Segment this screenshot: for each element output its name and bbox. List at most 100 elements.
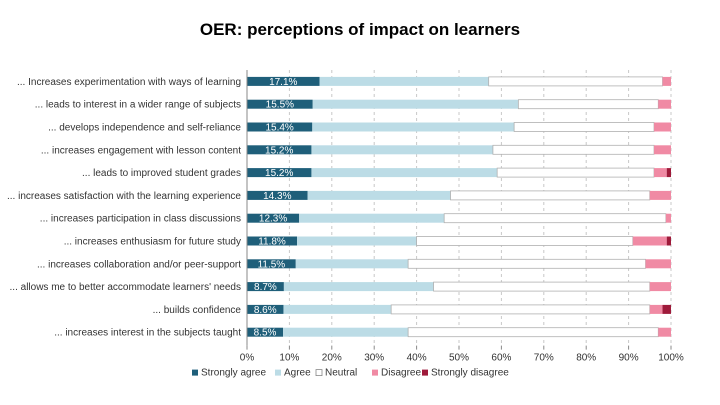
bar-segment (649, 190, 671, 200)
x-tick-label: 0% (240, 353, 255, 364)
x-tick-label: 100% (658, 353, 684, 364)
category-label: ... allows me to better accommodate lear… (10, 282, 241, 293)
bar-segment (247, 190, 308, 200)
bar-segment (488, 76, 663, 87)
bar-segment (247, 304, 284, 314)
bar-segment (283, 282, 434, 292)
bar-segment (247, 145, 312, 155)
data-label: 8.6% (254, 305, 277, 316)
legend-swatch (315, 369, 323, 377)
bar-segment (297, 236, 417, 246)
category-labels: ... Increases experimentation with ways … (7, 77, 241, 339)
bar-segment (492, 144, 655, 155)
bar-segment (662, 304, 671, 314)
bar-segment (247, 259, 296, 269)
data-label: 12.3% (259, 214, 287, 225)
bars: 17.1% 15.5% 15.4% 15.2% 15.2% 14.3% 12.3% 11.8%… (247, 76, 671, 339)
bar-segment (283, 304, 392, 314)
data-label: 17.1% (269, 77, 297, 88)
bar-segment (319, 76, 489, 86)
bar-segment (517, 99, 659, 110)
legend: Strongly agree Agree Neutral Disagree Strong… (192, 368, 509, 379)
gridlines (246, 70, 672, 346)
category-label: ... increases enthusiasm for future stud… (64, 237, 241, 248)
data-label: 15.4% (265, 123, 293, 134)
legend-label: Strongly disagree (431, 368, 509, 379)
bar-segment (390, 304, 651, 315)
x-tick-label: 50% (449, 353, 469, 364)
category-label: ... increases interest in the subjects t… (54, 328, 241, 339)
bar-segment (666, 168, 671, 178)
legend-label: Neutral (325, 368, 357, 379)
bar-segment (662, 76, 671, 86)
bar-segment (443, 213, 667, 224)
category-label: ... increases collaboration and/or peer-… (37, 259, 241, 270)
bar-segment (247, 282, 284, 292)
bar-segment (433, 281, 651, 292)
legend-label: Strongly agree (201, 368, 266, 379)
bar-segment (312, 99, 519, 109)
bar-segment (649, 282, 671, 292)
bar-segment (496, 167, 655, 178)
bar-segment (307, 190, 451, 200)
bar-segment (283, 327, 409, 337)
legend-swatch (275, 369, 281, 376)
bar-segment (513, 122, 655, 132)
legend-swatch (372, 369, 378, 376)
bar-segment (311, 168, 498, 178)
bar-segment (407, 327, 659, 338)
bar-segment (247, 236, 298, 246)
bar-segment (299, 213, 445, 223)
bar-segment (416, 236, 634, 246)
legend-label: Agree (284, 368, 311, 379)
data-label: 14.3% (263, 191, 291, 202)
bar-segment (247, 99, 313, 109)
bar-segment (665, 213, 671, 223)
category-label: ... builds confidence (153, 305, 242, 316)
category-label: ... develops independence and self-relia… (48, 123, 241, 134)
bar-segment (312, 122, 515, 132)
bar-segment (407, 258, 646, 269)
bar-segment (247, 76, 320, 86)
bar-segment (247, 327, 284, 337)
bar-segment (632, 236, 667, 246)
x-tick-label: 30% (364, 353, 384, 364)
bar-segment (654, 122, 671, 132)
x-tick-label: 90% (619, 353, 639, 364)
data-label: 15.2% (265, 168, 293, 179)
bar-segment (247, 168, 312, 178)
bar-segment (666, 236, 671, 246)
bar-segment (247, 122, 313, 132)
data-label: 15.5% (266, 100, 294, 111)
data-label: 8.7% (254, 282, 277, 293)
bar-segment (311, 145, 493, 155)
bar-segment (295, 259, 409, 269)
bar-segment (450, 190, 651, 201)
bar-segment (649, 304, 663, 314)
x-axis: 0% 10% 20% 30% 40% 50% 60% 70% 80% 90% 100% (240, 70, 684, 364)
category-label: ... increases participation in class dis… (40, 214, 241, 225)
category-label: ... leads to improved student grades (82, 168, 241, 179)
x-tick-label: 70% (534, 353, 554, 364)
data-label: 11.8% (258, 237, 286, 248)
bar-segment (654, 168, 667, 178)
x-tick-label: 20% (322, 353, 342, 364)
bar-segment (658, 99, 671, 109)
bar-segment (645, 259, 671, 269)
bar-segment (658, 327, 671, 337)
bar-segment (654, 145, 671, 155)
data-label: 15.2% (265, 145, 293, 156)
x-tick-label: 10% (279, 353, 299, 364)
chart-title: OER: perceptions of impact on learners (199, 20, 521, 39)
category-label: ... increases engagement with lesson con… (41, 145, 241, 156)
legend-label: Disagree (381, 368, 421, 379)
x-tick-label: 60% (491, 353, 511, 364)
data-label: 8.5% (254, 328, 277, 339)
x-tick-label: 80% (576, 353, 596, 364)
bar-segment (247, 213, 300, 223)
data-label: 11.5% (258, 259, 286, 270)
category-label: ... leads to interest in a wider range o… (35, 100, 241, 111)
category-label: ... increases satisfaction with the lear… (7, 191, 241, 202)
legend-swatch (422, 369, 428, 376)
